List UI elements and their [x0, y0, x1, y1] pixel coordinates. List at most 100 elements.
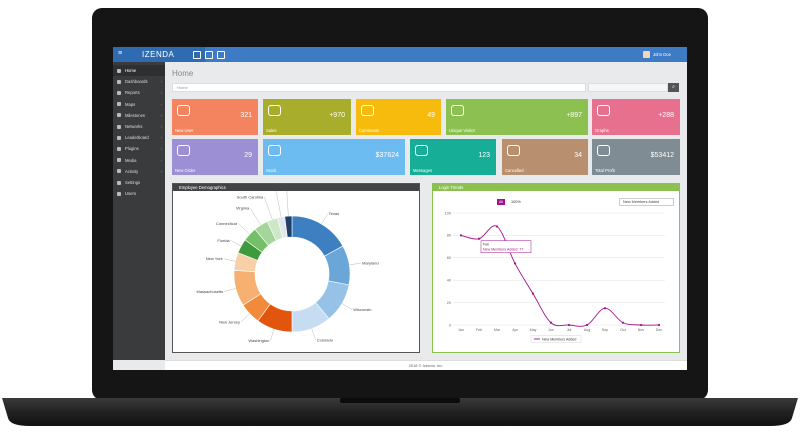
legend-box: [530, 335, 582, 343]
sidebar-item[interactable]: Users: [113, 188, 165, 199]
breadcrumb-bar: Home: [172, 83, 586, 92]
nav-icon[interactable]: [193, 51, 201, 59]
tile-label: Graphs: [595, 128, 609, 133]
label-leader: [286, 191, 289, 217]
tile-icon: [268, 105, 281, 116]
sidebar-arrow: ›: [160, 124, 162, 129]
donut-label: Maryland: [362, 261, 378, 266]
search-button[interactable]: ⌕: [668, 83, 679, 92]
stat-tile[interactable]: 49 Comments: [356, 99, 441, 135]
stat-tile[interactable]: +970 Sales: [263, 99, 351, 135]
sidebar: Home Dashboards › Reports › Maps › Milestones › N…: [113, 62, 165, 360]
sidebar-arrow: ›: [160, 101, 162, 107]
donut-label: Maine: [264, 191, 276, 192]
line-point: [549, 321, 553, 324]
sidebar-icon: [117, 191, 121, 196]
donut-label: Washington: [248, 338, 269, 343]
sidebar-icon: [117, 169, 121, 174]
sidebar-item[interactable]: Media ›: [113, 155, 165, 166]
user-name[interactable]: John Doe: [653, 52, 671, 57]
tile-icon: [507, 145, 520, 156]
sidebar-item[interactable]: Milestones ›: [113, 110, 165, 121]
tile-icon: [451, 105, 464, 116]
sidebar-item[interactable]: Home: [113, 65, 165, 76]
sidebar-item[interactable]: Networks ›: [113, 121, 165, 132]
nav-icon[interactable]: [205, 51, 213, 59]
nav-icon[interactable]: [217, 51, 225, 59]
label-leader: [311, 328, 316, 340]
sidebar-arrow: ›: [160, 157, 162, 163]
search-input[interactable]: [588, 83, 668, 92]
tile-label: Cancelled: [505, 168, 524, 173]
tile-value: 29: [244, 152, 252, 159]
sidebar-label: Dashboards: [125, 79, 148, 85]
sidebar-label: Media: [125, 157, 137, 163]
sidebar-item[interactable]: Plugins ›: [113, 143, 165, 154]
line-series: [460, 225, 660, 327]
donut-segment: [284, 215, 293, 238]
tile-label: New Order: [175, 168, 196, 173]
type-button[interactable]: All: [497, 199, 505, 205]
label-leader: [270, 329, 275, 341]
sidebar-item[interactable]: Maps ›: [113, 99, 165, 110]
label-leader: [240, 313, 250, 323]
stat-tile[interactable]: 34 Cancelled: [502, 139, 588, 175]
x-tick-label: Dec: [656, 328, 663, 332]
sidebar-icon: [117, 135, 121, 140]
line-point: [531, 292, 535, 295]
sidebar-item[interactable]: Activity ›: [113, 166, 165, 177]
sidebar-arrow: ›: [160, 112, 162, 118]
donut-label: Virginia: [236, 206, 250, 211]
series-dropdown[interactable]: New Members Added: [619, 198, 674, 206]
stat-tile[interactable]: $37624 Stock: [263, 139, 405, 175]
x-tick-label: Jul: [567, 328, 572, 332]
stat-tile[interactable]: 123 Messages: [410, 139, 496, 175]
sidebar-item[interactable]: Settings: [113, 177, 165, 188]
menu-icon[interactable]: ≡: [118, 50, 123, 57]
sidebar-label: Home: [125, 68, 137, 73]
donut-label: New Jersey: [219, 319, 240, 324]
stat-tile[interactable]: +288 Graphs: [592, 99, 680, 135]
sidebar-arrow: ›: [160, 135, 162, 141]
panel-title: Login Trends: [433, 184, 679, 191]
label-leader: [223, 258, 236, 262]
x-tick-label: Sep: [602, 328, 608, 332]
label-leader: [237, 223, 250, 235]
footer: 2018 © Izenda, Inc.: [165, 360, 687, 370]
sidebar-icon: [117, 102, 121, 107]
sidebar-icon: [117, 124, 121, 129]
stat-tile[interactable]: 29 New Order: [172, 139, 258, 175]
sidebar-icon: [117, 79, 121, 84]
sidebar-icon: [117, 90, 121, 95]
line-point: [657, 323, 661, 327]
stat-tile[interactable]: 321 New User: [172, 99, 258, 135]
label-leader: [230, 240, 242, 247]
tile-value: $37624: [375, 152, 399, 159]
line-point: [495, 225, 499, 228]
y-tick-label: 20: [447, 301, 451, 305]
donut-label: Massachusetts: [197, 289, 224, 294]
x-tick-label: Feb: [476, 328, 482, 332]
stat-tile[interactable]: +897 Unique Visitor: [446, 99, 588, 135]
sidebar-item[interactable]: Reports ›: [113, 87, 165, 98]
sidebar-item[interactable]: Dashboards ›: [113, 76, 165, 87]
tile-label: Sales: [266, 128, 277, 133]
tile-value: +288: [658, 112, 674, 119]
sidebar-label: Activity: [125, 168, 139, 174]
x-tick-label: Apr: [512, 328, 518, 332]
sidebar-arrow: ›: [160, 146, 162, 152]
label-leader: [264, 196, 273, 220]
tile-icon: [415, 145, 428, 156]
sidebar-item[interactable]: Leaderboard ›: [113, 132, 165, 143]
stat-tile[interactable]: $53412 Total Profit: [592, 139, 680, 175]
x-tick-label: Jun: [548, 328, 554, 332]
sidebar-label: Networks: [125, 124, 143, 129]
tile-area: 321 New User +970 Sales 49 Comments +897 Unique…: [113, 47, 687, 370]
sidebar-icon: [117, 113, 121, 118]
y-tick-label: 40: [447, 279, 451, 283]
tile-value: 123: [478, 152, 490, 159]
avatar: [643, 51, 650, 58]
tile-label: Comments: [359, 128, 380, 133]
tile-label: Stock: [266, 168, 277, 173]
sidebar-arrow: ›: [160, 79, 162, 85]
